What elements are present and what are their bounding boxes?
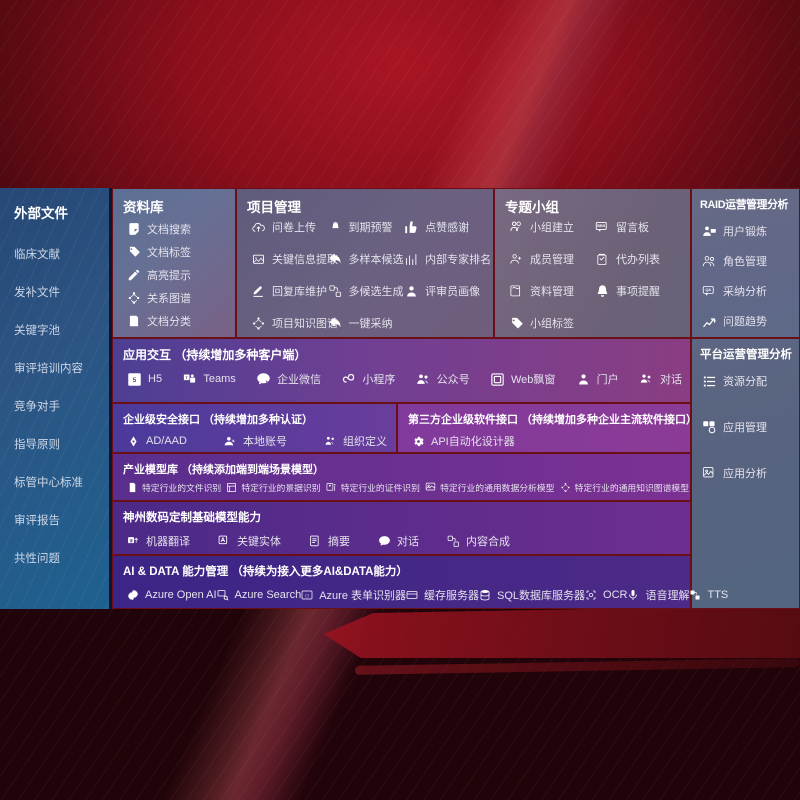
svg-text:{ }: { }: [306, 593, 310, 597]
svg-text:QA: QA: [705, 288, 711, 292]
svg-text:BBS: BBS: [597, 223, 605, 227]
svg-text:5: 5: [133, 377, 137, 384]
